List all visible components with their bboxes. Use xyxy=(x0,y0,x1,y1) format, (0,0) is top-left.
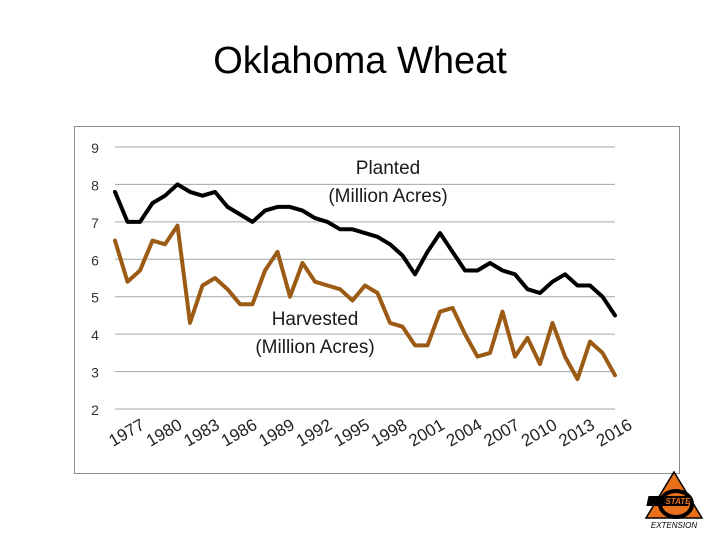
gridlines xyxy=(115,146,615,410)
chart-frame: 2 3 4 5 6 7 8 9 1977 1980 1983 1986 1989 1992 1995 199… xyxy=(74,126,680,474)
x-tick-label: 1983 xyxy=(181,415,223,450)
x-tick-label: 1989 xyxy=(256,415,298,450)
harvested-annotation-line1: Harvested xyxy=(271,309,359,330)
series-lines xyxy=(113,182,617,382)
y-tick-label: 6 xyxy=(91,252,99,268)
x-tick-label: 1986 xyxy=(218,415,260,450)
y-tick-label: 9 xyxy=(91,140,99,156)
svg-text:STATE: STATE xyxy=(665,497,691,506)
y-tick-label: 8 xyxy=(91,177,99,193)
x-tick-label: 2013 xyxy=(556,415,598,450)
planted-annotation-line2: (Million Acres) xyxy=(328,186,448,207)
planted-line xyxy=(113,182,617,318)
planted-annotation-line1: Planted xyxy=(355,158,421,179)
x-tick-label: 2004 xyxy=(443,415,485,450)
harvested-annotation: Harvested (Million Acres) xyxy=(230,306,400,362)
y-tick-label: 4 xyxy=(91,327,99,343)
x-tick-label: 2007 xyxy=(481,415,523,450)
harvested-annotation-line2: (Million Acres) xyxy=(255,337,375,358)
x-tick-label: 1980 xyxy=(143,415,185,450)
x-axis-ticks: 1977198019831986198919921995199820012004… xyxy=(106,415,636,450)
y-tick-label: 3 xyxy=(91,365,99,381)
y-tick-label: 2 xyxy=(91,402,99,418)
harvested-line xyxy=(113,223,617,382)
y-tick-label: 7 xyxy=(91,215,99,231)
x-tick-label: 1992 xyxy=(293,415,335,450)
line-chart: 2 3 4 5 6 7 8 9 1977198019831986198919921995199… xyxy=(91,140,636,450)
x-tick-label: 1977 xyxy=(106,415,148,450)
x-tick-label: 2010 xyxy=(518,415,560,450)
x-tick-label: 2016 xyxy=(593,415,635,450)
x-tick-label: 1995 xyxy=(331,415,373,450)
y-axis-ticks: 2 3 4 5 6 7 8 9 xyxy=(91,140,99,418)
y-tick-label: 5 xyxy=(91,290,99,306)
planted-annotation: Planted (Million Acres) xyxy=(298,155,478,211)
x-tick-label: 2001 xyxy=(406,415,448,450)
slide-title: Oklahoma Wheat xyxy=(213,40,507,82)
osu-extension-logo: STATE EXTENSION xyxy=(644,470,704,530)
x-tick-label: 1998 xyxy=(368,415,410,450)
svg-text:EXTENSION: EXTENSION xyxy=(651,521,697,530)
